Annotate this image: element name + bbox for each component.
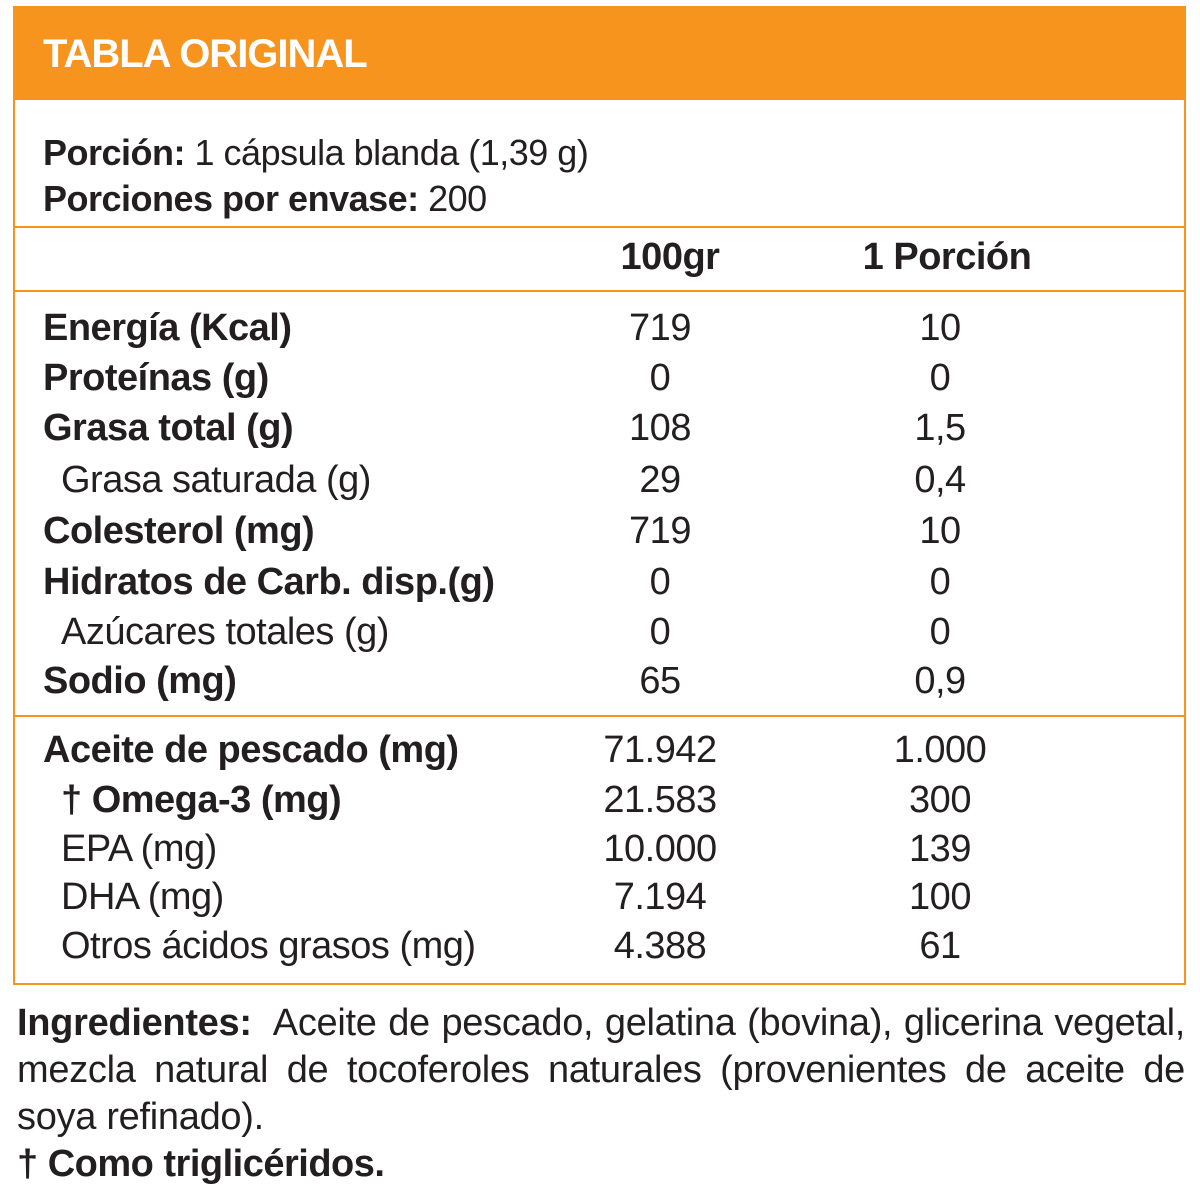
nutrient-label: Colesterol (mg) bbox=[43, 510, 315, 552]
serving-size-label: Porción: bbox=[43, 132, 186, 173]
nutrient-row-energy: Energía (Kcal) 719 10 bbox=[15, 307, 1184, 357]
nutrient-row-total-fat: Grasa total (g) 108 1,5 bbox=[15, 407, 1184, 457]
nutrient-row-saturated-fat: Grasa saturada (g) 29 0,4 bbox=[15, 459, 1184, 509]
nutrient-value-100g: 0 bbox=[649, 357, 671, 399]
nutrient-row-protein: Proteínas (g) 0 0 bbox=[15, 357, 1184, 407]
nutrient-label: Grasa saturada (g) bbox=[61, 459, 371, 501]
nutrient-value-portion: 1,5 bbox=[914, 407, 966, 449]
servings-per-container: Porciones por envase: 200 bbox=[43, 178, 487, 220]
oil-label: Aceite de pescado (mg) bbox=[43, 729, 459, 771]
nutrient-label: Grasa total (g) bbox=[43, 407, 294, 449]
oil-row-dha: DHA (mg) 7.194 100 bbox=[15, 876, 1184, 926]
nutrient-value-100g: 65 bbox=[639, 660, 681, 702]
footnote: † Como triglicéridos. bbox=[17, 1143, 385, 1185]
nutrient-label: Energía (Kcal) bbox=[43, 307, 292, 349]
nutrient-value-portion: 0 bbox=[929, 611, 951, 653]
divider bbox=[15, 715, 1184, 717]
nutrient-value-100g: 29 bbox=[639, 459, 681, 501]
ingredients-list: Aceite de pescado, gelatina (bovina), gl… bbox=[17, 1002, 1186, 1138]
nutrient-row-sugars: Azúcares totales (g) 0 0 bbox=[15, 611, 1184, 661]
oil-value-portion: 139 bbox=[909, 828, 971, 870]
column-header-portion: 1 Porción bbox=[862, 236, 1032, 278]
nutrient-value-100g: 0 bbox=[649, 611, 671, 653]
oil-row-omega-3: † Omega-3 (mg) 21.583 300 bbox=[15, 779, 1184, 829]
oil-value-100g: 10.000 bbox=[603, 828, 717, 870]
column-header-100gr: 100gr bbox=[620, 236, 720, 278]
ingredients-text: Ingredientes: Aceite de pescado, gelatin… bbox=[17, 1000, 1185, 1141]
oil-label: DHA (mg) bbox=[61, 876, 224, 918]
oil-value-100g: 4.388 bbox=[613, 925, 707, 967]
oil-value-portion: 100 bbox=[909, 876, 971, 918]
oil-row-other-fatty-acids: Otros ácidos grasos (mg) 4.388 61 bbox=[15, 925, 1184, 975]
oil-value-100g: 21.583 bbox=[603, 779, 717, 821]
nutrient-value-100g: 0 bbox=[649, 561, 671, 603]
nutrient-label: Azúcares totales (g) bbox=[61, 611, 389, 653]
nutrient-value-portion: 0,4 bbox=[914, 459, 966, 501]
title-bar: TABLA ORIGINAL bbox=[15, 8, 1184, 100]
nutrient-value-portion: 0 bbox=[929, 561, 951, 603]
oil-label: Otros ácidos grasos (mg) bbox=[61, 925, 476, 967]
nutrient-label: Hidratos de Carb. disp.(g) bbox=[43, 561, 495, 603]
oil-value-portion: 1.000 bbox=[893, 729, 987, 771]
ingredients-label: Ingredientes: bbox=[17, 1002, 252, 1044]
nutrient-label: Proteínas (g) bbox=[43, 357, 269, 399]
oil-label: † Omega-3 (mg) bbox=[61, 779, 342, 821]
nutrient-value-portion: 0 bbox=[929, 357, 951, 399]
nutrient-value-100g: 719 bbox=[629, 510, 691, 552]
oil-value-portion: 61 bbox=[919, 925, 961, 967]
nutrient-value-100g: 719 bbox=[629, 307, 691, 349]
oil-value-portion: 300 bbox=[909, 779, 971, 821]
serving-size: Porción: 1 cápsula blanda (1,39 g) bbox=[43, 132, 589, 174]
oil-value-100g: 7.194 bbox=[613, 876, 707, 918]
divider bbox=[15, 290, 1184, 292]
table-title: TABLA ORIGINAL bbox=[43, 32, 368, 76]
nutrient-row-carbohydrates: Hidratos de Carb. disp.(g) 0 0 bbox=[15, 561, 1184, 611]
nutrient-value-portion: 10 bbox=[919, 510, 961, 552]
nutrient-value-portion: 0,9 bbox=[914, 660, 966, 702]
servings-per-container-label: Porciones por envase: bbox=[43, 178, 419, 219]
oil-row-fish-oil: Aceite de pescado (mg) 71.942 1.000 bbox=[15, 729, 1184, 779]
nutrient-row-sodium: Sodio (mg) 65 0,9 bbox=[15, 660, 1184, 710]
oil-value-100g: 71.942 bbox=[603, 729, 717, 771]
divider bbox=[15, 226, 1184, 228]
nutrition-table: TABLA ORIGINAL Porción: 1 cápsula blanda… bbox=[13, 6, 1186, 985]
oil-row-epa: EPA (mg) 10.000 139 bbox=[15, 828, 1184, 878]
serving-size-value: 1 cápsula blanda (1,39 g) bbox=[185, 132, 589, 173]
nutrient-label: Sodio (mg) bbox=[43, 660, 237, 702]
oil-label: EPA (mg) bbox=[61, 828, 217, 870]
nutrient-row-cholesterol: Colesterol (mg) 719 10 bbox=[15, 510, 1184, 560]
servings-per-container-value: 200 bbox=[418, 178, 487, 219]
nutrient-value-100g: 108 bbox=[629, 407, 691, 449]
nutrient-value-portion: 10 bbox=[919, 307, 961, 349]
